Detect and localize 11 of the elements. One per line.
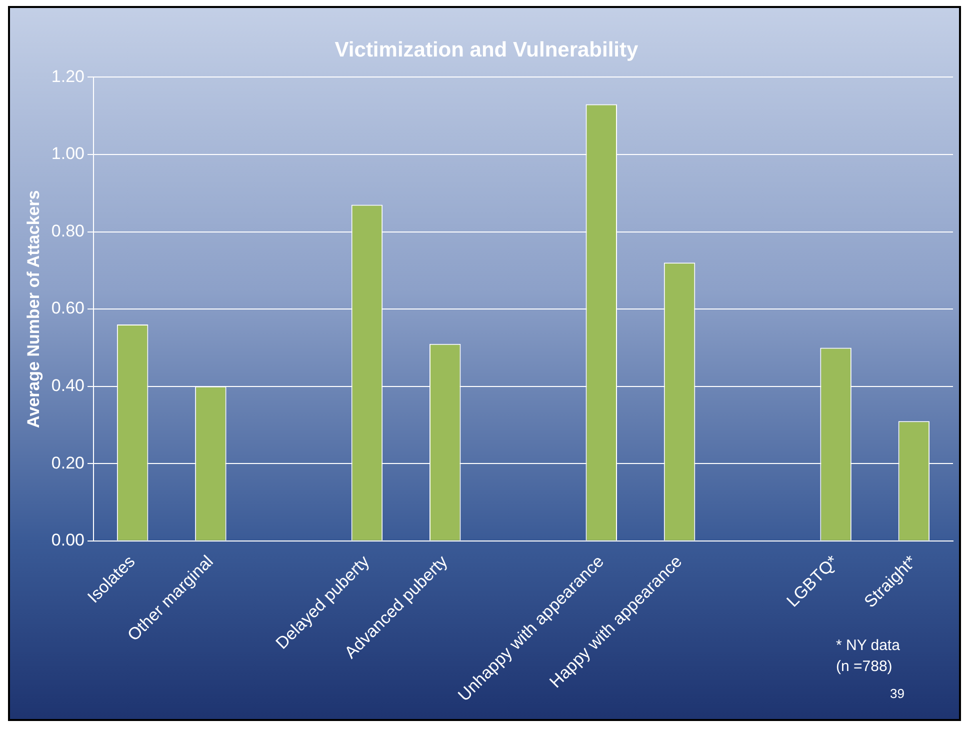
y-axis-title: Average Number of Attackers <box>24 190 43 428</box>
y-tick-label: 0.00 <box>51 530 84 550</box>
y-tick-label: 0.80 <box>51 221 84 240</box>
y-tick-label: 1.00 <box>51 144 84 164</box>
text: * NY data (n =788) <box>836 637 901 675</box>
y-tick-label: 0.60 <box>51 298 84 318</box>
chart-title: Victimization and Vulnerability <box>334 38 639 62</box>
y-tick-label: 0.20 <box>51 453 84 472</box>
y-tick-label: 1.20 <box>51 66 84 86</box>
text: 39 <box>890 686 904 701</box>
y-tick-label: 0.40 <box>51 376 84 396</box>
